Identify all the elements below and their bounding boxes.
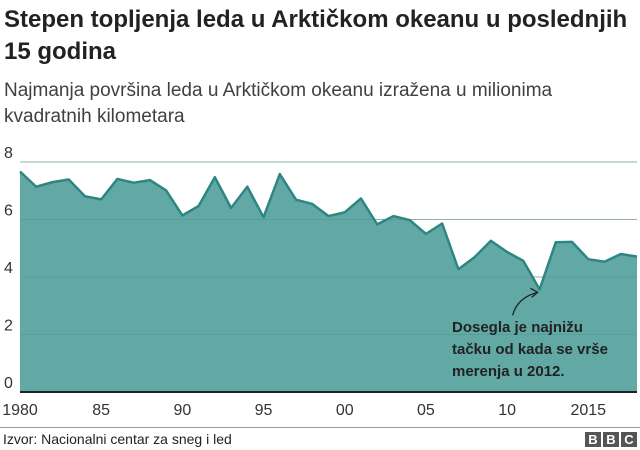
x-tick-label: 1980 [2, 402, 38, 419]
y-tick-label: 4 [4, 260, 13, 277]
area-fill [20, 171, 637, 392]
footer-divider [0, 427, 640, 428]
x-tick-label: 95 [255, 402, 273, 419]
x-tick-label: 90 [173, 402, 191, 419]
annotation-text: Dosegla je najnižu [452, 319, 583, 336]
annotation-arrow [511, 291, 538, 316]
chart: 0 2 4 6 8 1980 85 90 95 00 05 10 2015 Dosegla je najn… [2, 145, 638, 419]
y-tick-label: 6 [4, 203, 13, 220]
annotation-text: merenja u 2012. [452, 363, 565, 380]
chart-title: Stepen topljenja leda u Arktičkom okeanu… [4, 6, 628, 65]
arrow-head-icon [530, 287, 539, 298]
annotation-text: tačku od kada se vrše [452, 341, 608, 358]
x-tick-label: 10 [498, 402, 516, 419]
y-tick-label: 0 [4, 375, 13, 392]
x-tick-label: 00 [336, 402, 354, 419]
x-tick-label: 85 [92, 402, 110, 419]
source-text: Izvor: Nacionalni centar za sneg i led [3, 431, 232, 447]
chart-subtitle: Najmanja površina leda u Arktičkom okean… [4, 80, 553, 127]
y-tick-label: 2 [4, 318, 13, 335]
x-tick-label: 2015 [570, 402, 606, 419]
x-tick-label: 05 [417, 402, 435, 419]
y-tick-label: 8 [4, 145, 13, 162]
